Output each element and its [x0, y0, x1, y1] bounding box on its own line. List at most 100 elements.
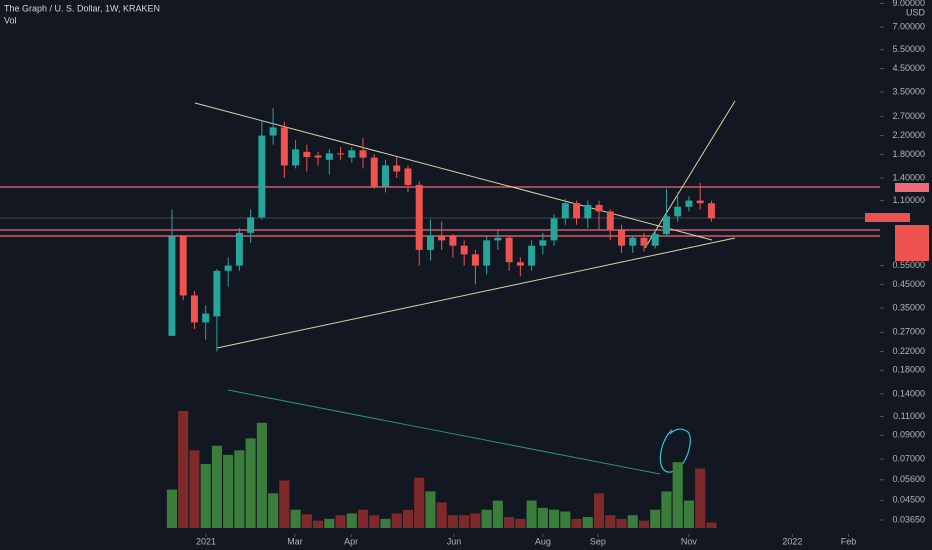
trend-line — [644, 100, 736, 249]
candle-body — [707, 203, 715, 219]
candle-body — [494, 237, 502, 241]
y-tick-label: 1.10000 — [892, 195, 925, 205]
candle-body — [382, 165, 389, 187]
candle-body — [471, 254, 479, 266]
candle-body — [202, 313, 210, 323]
volume-bar — [582, 517, 593, 528]
volume-bar — [324, 518, 335, 528]
volume-bar — [481, 509, 492, 528]
y-tick-label: 0.45000 — [892, 279, 925, 289]
volume-bar — [279, 480, 290, 528]
candle-body — [359, 150, 367, 158]
candle-body — [303, 151, 311, 158]
y-tick-label: 5.50000 — [892, 44, 925, 54]
x-tick-label: Apr — [344, 536, 358, 546]
y-tick-label: 0.07000 — [892, 453, 925, 463]
volume-bar — [683, 500, 694, 528]
candle-body — [415, 184, 423, 250]
x-tick-label: Nov — [681, 536, 698, 546]
volume-bar — [560, 511, 571, 528]
candle-body — [292, 149, 300, 166]
candle-body — [561, 203, 569, 219]
y-tick-label: 1.40000 — [892, 172, 925, 182]
volume-bar — [313, 520, 324, 528]
volume-bar — [549, 509, 560, 528]
volume-bar — [672, 462, 683, 528]
volume-bar — [526, 500, 537, 528]
x-tick-label: Jun — [447, 536, 462, 546]
volume-bar — [627, 515, 638, 528]
volume-bar — [593, 493, 605, 528]
volume-bar — [189, 450, 200, 528]
candle-body — [449, 236, 457, 246]
x-tick-label: Feb — [841, 536, 857, 546]
volume-bar — [166, 489, 178, 528]
y-tick-label: 0.55000 — [892, 260, 925, 270]
candle-body — [213, 270, 221, 317]
x-tick-label: 2021 — [196, 536, 216, 546]
candle-body — [460, 245, 468, 255]
candle-body — [179, 236, 187, 296]
drawings — [0, 100, 929, 475]
volume-bar — [245, 438, 256, 528]
volume-bar — [256, 422, 267, 528]
volume-bar — [492, 500, 503, 528]
candle-body — [584, 204, 592, 219]
candle-body — [595, 204, 603, 212]
volume-bar — [425, 491, 436, 528]
y-tick-label: 0.05600 — [892, 474, 925, 484]
price-label — [895, 183, 929, 192]
candle-body — [685, 200, 693, 207]
volume-bar — [459, 515, 470, 528]
candle-body — [674, 206, 682, 217]
volume-bar — [638, 520, 650, 528]
volume-bar — [357, 509, 369, 528]
price-label — [865, 213, 910, 222]
y-tick-label: 9.00000 — [892, 0, 925, 8]
chart-title: The Graph / U. S. Dollar, 1W, KRAKEN — [4, 3, 160, 13]
volume-bar — [414, 477, 425, 528]
candle-body — [348, 150, 356, 158]
volume-trend-line — [227, 389, 661, 475]
volume-bar — [369, 515, 380, 528]
trend-line — [216, 237, 736, 349]
y-tick-label: 0.04500 — [892, 495, 925, 505]
volume-bar — [268, 493, 279, 528]
y-tick-label: 0.35000 — [892, 302, 925, 312]
volume-bar — [436, 502, 447, 528]
volume-bar — [504, 517, 515, 528]
volume-bar — [223, 454, 234, 528]
volume-bar — [706, 522, 717, 528]
candle-body — [247, 217, 255, 233]
candle-body — [235, 232, 243, 266]
candle-body — [269, 127, 277, 136]
candle-body — [224, 265, 232, 271]
volume-bar — [402, 509, 414, 528]
y-tick-label: 0.22000 — [892, 346, 925, 356]
volume-bar — [335, 515, 346, 528]
y-tick-label: 1.80000 — [892, 149, 925, 159]
candle-body — [550, 218, 558, 241]
candle-body — [325, 153, 333, 160]
volume-bar — [695, 468, 706, 528]
annotation-circle — [659, 428, 691, 473]
volume-bar — [571, 518, 582, 528]
candle-body — [651, 234, 659, 246]
y-tick-label: 2.70000 — [892, 111, 925, 121]
candle-body — [573, 203, 581, 219]
volume-label: Vol — [4, 15, 17, 25]
volume-bar — [290, 509, 301, 528]
volume-bar — [391, 513, 402, 528]
candle-body — [640, 237, 648, 246]
candle-body — [314, 155, 322, 158]
volume-bar — [470, 513, 481, 528]
x-tick-label: Aug — [535, 536, 551, 546]
y-tick-label: 3.50000 — [892, 86, 925, 96]
volume-bar — [650, 509, 661, 528]
volume-bar — [605, 515, 616, 528]
candle-body — [190, 295, 198, 323]
volume-bar — [200, 464, 211, 528]
y-tick-label: 0.11000 — [893, 411, 925, 421]
volume-bar — [616, 518, 627, 528]
candle-body — [629, 237, 637, 246]
